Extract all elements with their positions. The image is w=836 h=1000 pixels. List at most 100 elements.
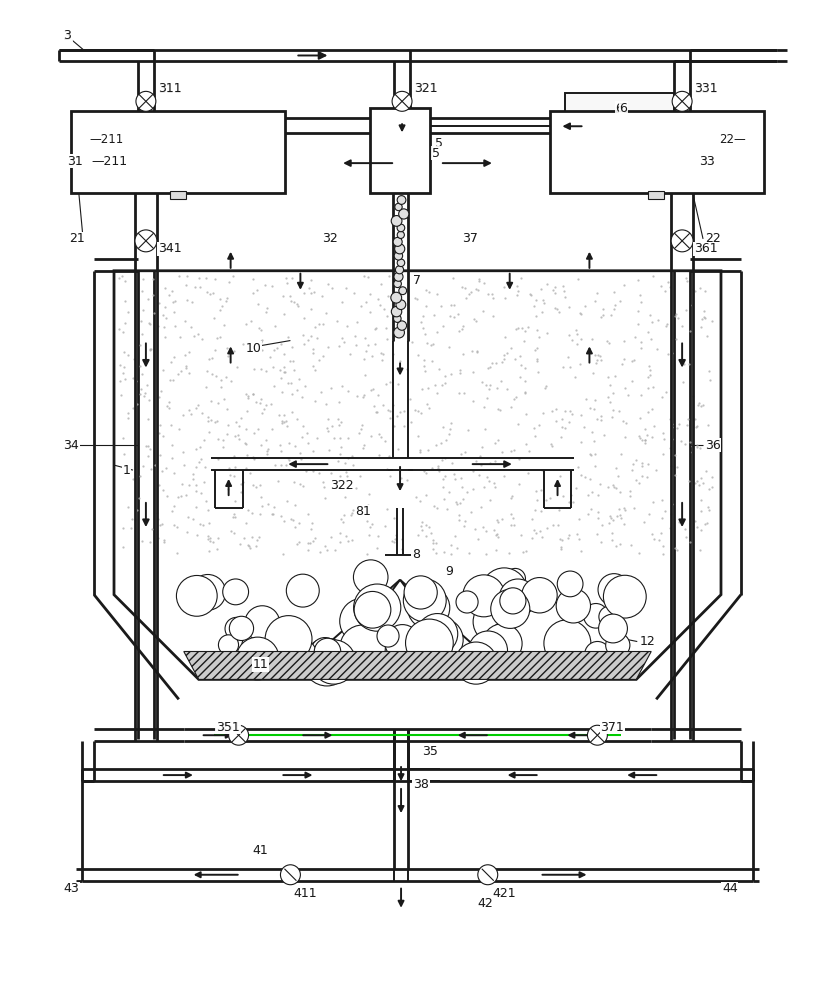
Circle shape — [354, 584, 400, 631]
Circle shape — [599, 614, 628, 643]
Text: 43: 43 — [64, 882, 79, 895]
Circle shape — [394, 327, 405, 338]
Text: 361: 361 — [694, 242, 717, 255]
Text: 331: 331 — [694, 83, 717, 96]
Circle shape — [598, 574, 630, 606]
Bar — [648, 191, 664, 199]
Text: 6: 6 — [615, 102, 624, 115]
Circle shape — [505, 568, 526, 589]
Circle shape — [491, 589, 530, 628]
Text: 9: 9 — [445, 565, 453, 578]
Polygon shape — [114, 271, 721, 679]
Text: 11: 11 — [252, 658, 268, 671]
Circle shape — [314, 638, 341, 665]
Text: 34: 34 — [64, 439, 79, 452]
Circle shape — [605, 633, 630, 657]
Text: 8: 8 — [412, 548, 420, 561]
Circle shape — [397, 259, 405, 267]
Circle shape — [399, 209, 409, 219]
Circle shape — [245, 606, 280, 641]
Text: 33: 33 — [699, 155, 715, 168]
Circle shape — [395, 203, 402, 211]
Text: 371: 371 — [600, 721, 624, 734]
Text: 43: 43 — [64, 882, 79, 895]
Circle shape — [544, 620, 591, 667]
Text: 351: 351 — [217, 721, 241, 734]
Text: —211: —211 — [91, 155, 127, 168]
Circle shape — [503, 577, 525, 599]
Text: 35: 35 — [422, 745, 438, 758]
Circle shape — [417, 614, 458, 654]
Text: 322: 322 — [330, 479, 354, 492]
Text: 7: 7 — [413, 274, 421, 287]
Bar — [170, 191, 186, 199]
Circle shape — [584, 641, 610, 667]
Circle shape — [599, 606, 620, 627]
Text: 32: 32 — [323, 232, 338, 245]
Circle shape — [229, 616, 253, 641]
Text: 322: 322 — [330, 479, 354, 492]
Circle shape — [136, 91, 155, 111]
Bar — [564, 93, 674, 143]
Circle shape — [303, 638, 351, 686]
Circle shape — [421, 618, 463, 661]
Circle shape — [242, 630, 275, 664]
Circle shape — [225, 617, 247, 640]
Text: 411: 411 — [293, 887, 317, 900]
Circle shape — [397, 224, 405, 232]
Text: 36: 36 — [705, 439, 721, 452]
Circle shape — [482, 624, 522, 663]
Circle shape — [176, 575, 217, 616]
Text: 34: 34 — [64, 439, 79, 452]
Text: 31: 31 — [67, 155, 83, 168]
Bar — [71, 111, 285, 193]
Circle shape — [340, 625, 385, 671]
Text: 3: 3 — [64, 29, 71, 42]
Circle shape — [473, 600, 516, 643]
Circle shape — [399, 287, 406, 295]
Text: 41: 41 — [252, 844, 268, 857]
Text: 6: 6 — [619, 102, 627, 115]
Circle shape — [222, 579, 248, 605]
Text: 42: 42 — [478, 897, 493, 910]
Circle shape — [395, 252, 403, 260]
Text: 81: 81 — [355, 505, 371, 518]
Text: 44: 44 — [722, 882, 737, 895]
Text: 341: 341 — [158, 242, 181, 255]
Circle shape — [393, 237, 402, 246]
Text: 10: 10 — [246, 342, 262, 355]
Text: 11: 11 — [252, 658, 268, 671]
Circle shape — [499, 579, 537, 616]
Circle shape — [312, 640, 356, 684]
Text: 38: 38 — [413, 778, 429, 791]
Circle shape — [396, 300, 405, 310]
Circle shape — [391, 216, 402, 226]
Text: 44: 44 — [722, 882, 737, 895]
Circle shape — [456, 591, 478, 613]
Circle shape — [463, 575, 505, 617]
Circle shape — [354, 560, 388, 594]
Circle shape — [404, 576, 437, 609]
Circle shape — [522, 578, 557, 613]
Circle shape — [558, 571, 583, 597]
Text: 12: 12 — [640, 635, 655, 648]
Text: 81: 81 — [355, 505, 371, 518]
Text: 31: 31 — [67, 155, 83, 168]
Circle shape — [500, 588, 526, 614]
Text: —211: —211 — [89, 133, 124, 146]
Circle shape — [280, 865, 300, 885]
Circle shape — [190, 574, 226, 610]
Circle shape — [377, 625, 399, 647]
Text: 5: 5 — [435, 137, 443, 150]
Text: 32: 32 — [323, 232, 338, 245]
Circle shape — [311, 638, 339, 666]
Circle shape — [407, 587, 450, 629]
Text: 351: 351 — [216, 721, 239, 734]
Circle shape — [455, 642, 497, 684]
Text: 37: 37 — [461, 232, 477, 245]
Text: 311: 311 — [158, 82, 181, 95]
Text: 421: 421 — [492, 887, 517, 900]
Circle shape — [482, 568, 527, 613]
Circle shape — [403, 579, 446, 622]
Text: 321: 321 — [413, 82, 436, 95]
